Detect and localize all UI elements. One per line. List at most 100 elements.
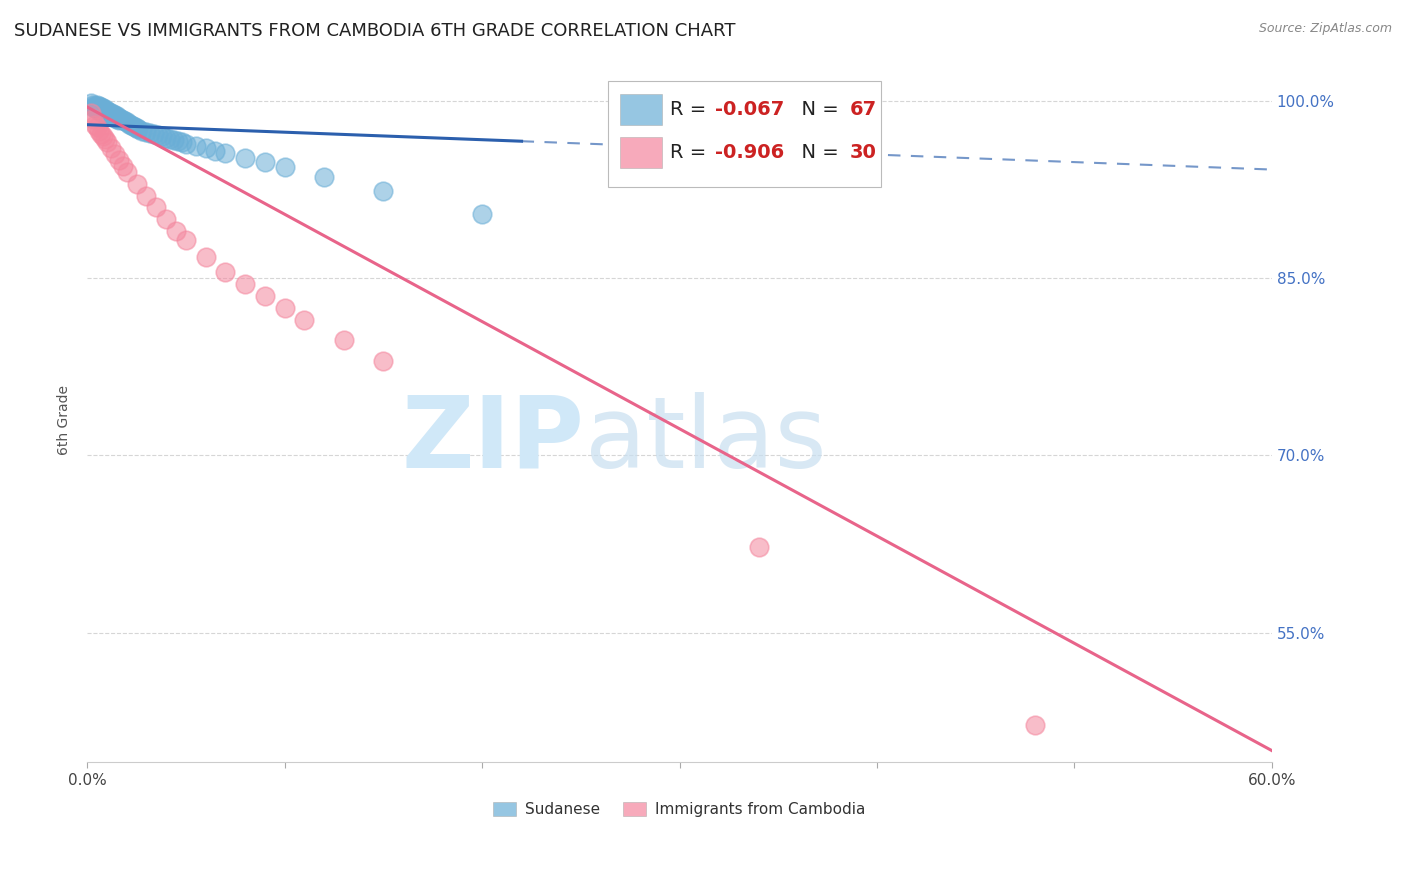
Point [292, 312, 315, 326]
Point [96, 108, 118, 122]
Point [214, 146, 236, 161]
Point [87, 123, 110, 137]
Point [80, 96, 103, 111]
Point [105, 112, 128, 126]
Point [100, 106, 122, 120]
Text: Source: ZipAtlas.com: Source: ZipAtlas.com [1258, 22, 1392, 36]
Point [155, 130, 177, 145]
Point [125, 177, 148, 191]
FancyBboxPatch shape [609, 81, 882, 187]
Point [97, 107, 120, 121]
Text: 67: 67 [851, 100, 877, 120]
Point [84, 118, 107, 132]
Text: SUDANESE VS IMMIGRANTS FROM CAMBODIA 6TH GRADE CORRELATION CHART: SUDANESE VS IMMIGRANTS FROM CAMBODIA 6TH… [14, 22, 735, 40]
Text: N =: N = [789, 144, 845, 162]
Point [82, 100, 104, 114]
Point [131, 123, 153, 137]
Point [333, 333, 356, 347]
Point [314, 169, 336, 184]
Point [105, 110, 128, 124]
Point [253, 155, 276, 169]
Point [1024, 717, 1046, 731]
Text: ZIP: ZIP [402, 392, 585, 489]
Point [91, 129, 114, 144]
Point [90, 103, 112, 117]
Point [143, 127, 166, 141]
Point [87, 99, 110, 113]
Point [86, 120, 108, 134]
Point [86, 100, 108, 114]
Point [90, 127, 112, 141]
Point [94, 104, 117, 119]
Point [111, 112, 134, 127]
Legend: Sudanese, Immigrants from Cambodia: Sudanese, Immigrants from Cambodia [486, 796, 872, 823]
Point [121, 119, 143, 133]
Point [100, 141, 122, 155]
Point [104, 147, 127, 161]
Point [84, 101, 107, 115]
Point [170, 136, 193, 150]
FancyBboxPatch shape [620, 137, 662, 169]
Point [273, 301, 295, 315]
Point [139, 126, 162, 140]
Point [104, 111, 127, 125]
Point [96, 106, 118, 120]
Text: atlas: atlas [585, 392, 827, 489]
Point [90, 100, 112, 114]
Point [107, 112, 129, 127]
Text: R =: R = [671, 100, 713, 120]
Point [94, 107, 117, 121]
Point [107, 153, 129, 167]
Point [110, 112, 132, 126]
Point [135, 125, 157, 139]
FancyBboxPatch shape [620, 95, 662, 125]
Point [97, 104, 120, 119]
Point [471, 207, 494, 221]
Point [273, 160, 295, 174]
Point [125, 121, 148, 136]
Text: 30: 30 [851, 144, 877, 162]
Point [87, 103, 110, 118]
Point [82, 97, 104, 112]
Point [204, 144, 226, 158]
Point [214, 265, 236, 279]
Point [233, 277, 256, 292]
Point [174, 234, 197, 248]
Y-axis label: 6th Grade: 6th Grade [58, 385, 72, 455]
Point [115, 165, 138, 179]
Point [145, 200, 167, 214]
Point [148, 128, 170, 143]
Point [155, 212, 177, 227]
Point [94, 132, 117, 146]
Point [184, 139, 207, 153]
Point [94, 103, 117, 117]
Point [96, 136, 118, 150]
Point [91, 103, 114, 118]
Point [747, 541, 769, 555]
Point [101, 107, 124, 121]
Point [194, 141, 217, 155]
Point [373, 354, 395, 368]
Point [82, 112, 104, 126]
Point [107, 111, 129, 125]
Text: R =: R = [671, 144, 713, 162]
Point [115, 115, 138, 129]
Point [165, 224, 187, 238]
Point [194, 250, 217, 264]
Point [150, 129, 173, 144]
Point [163, 133, 186, 147]
Point [86, 103, 108, 117]
Point [120, 118, 142, 132]
Text: N =: N = [789, 100, 845, 120]
Text: -0.067: -0.067 [716, 100, 785, 120]
Text: -0.906: -0.906 [716, 144, 785, 162]
Point [91, 106, 114, 120]
Point [373, 184, 395, 198]
Point [111, 159, 134, 173]
Point [114, 114, 136, 128]
Point [86, 97, 108, 112]
Point [84, 99, 107, 113]
Point [167, 134, 190, 148]
Point [159, 132, 181, 146]
Point [91, 101, 114, 115]
